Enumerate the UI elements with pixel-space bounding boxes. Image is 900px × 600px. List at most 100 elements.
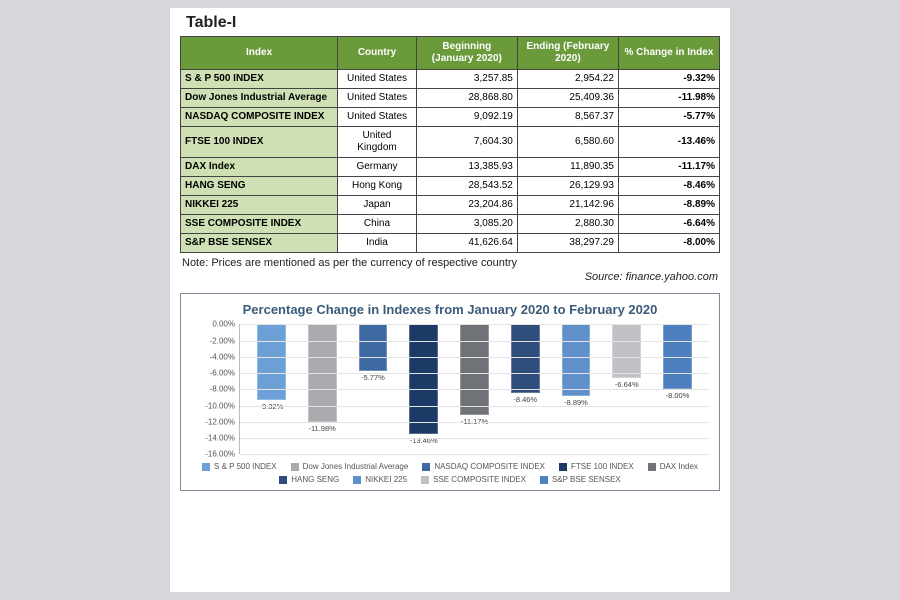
table-row: NIKKEI 225Japan23,204.8621,142.96-8.89%: [181, 196, 720, 215]
cell-end: 6,580.60: [517, 127, 618, 158]
table-source: Source: finance.yahoo.com: [182, 271, 718, 283]
cell-begin: 7,604.30: [416, 127, 517, 158]
cell-begin: 3,085.20: [416, 215, 517, 234]
legend-swatch: [648, 463, 656, 471]
cell-begin: 41,626.64: [416, 234, 517, 253]
gridline: [240, 341, 709, 342]
ytick-label: -8.00%: [210, 385, 235, 394]
table-title: Table-I: [186, 14, 720, 32]
cell-index: HANG SENG: [181, 177, 338, 196]
cell-begin: 13,385.93: [416, 158, 517, 177]
cell-end: 38,297.29: [517, 234, 618, 253]
legend-item: SSE COMPOSITE INDEX: [421, 475, 526, 484]
cell-index: NIKKEI 225: [181, 196, 338, 215]
legend-label: FTSE 100 INDEX: [571, 462, 634, 471]
table-row: Dow Jones Industrial AverageUnited State…: [181, 89, 720, 108]
index-table: Index Country Beginning (January 2020) E…: [180, 36, 720, 253]
cell-country: Germany: [338, 158, 417, 177]
bar: [359, 324, 388, 371]
bar: [460, 324, 489, 415]
gridline: [240, 406, 709, 407]
cell-pct: -8.46%: [618, 177, 719, 196]
cell-begin: 3,257.85: [416, 70, 517, 89]
cell-begin: 23,204.86: [416, 196, 517, 215]
cell-pct: -5.77%: [618, 108, 719, 127]
legend-label: NIKKEI 225: [365, 475, 407, 484]
cell-index: DAX Index: [181, 158, 338, 177]
cell-begin: 9,092.19: [416, 108, 517, 127]
legend-label: S & P 500 INDEX: [214, 462, 277, 471]
legend-item: HANG SENG: [279, 475, 339, 484]
chart-title: Percentage Change in Indexes from Januar…: [191, 302, 709, 318]
ytick-label: -16.00%: [205, 450, 235, 459]
bar-value-label: -13.46%: [410, 436, 438, 445]
chart-yaxis: 0.00%-2.00%-4.00%-6.00%-8.00%-10.00%-12.…: [191, 324, 239, 454]
cell-index: NASDAQ COMPOSITE INDEX: [181, 108, 338, 127]
legend-swatch: [202, 463, 210, 471]
th-index: Index: [181, 37, 338, 70]
cell-index: S&P BSE SENSEX: [181, 234, 338, 253]
legend-swatch: [559, 463, 567, 471]
sheet: Table-I Index Country Beginning (January…: [170, 8, 730, 592]
cell-country: India: [338, 234, 417, 253]
table-row: NASDAQ COMPOSITE INDEXUnited States9,092…: [181, 108, 720, 127]
legend-item: NASDAQ COMPOSITE INDEX: [422, 462, 545, 471]
gridline: [240, 438, 709, 439]
gridline: [240, 454, 709, 455]
legend-label: SSE COMPOSITE INDEX: [433, 475, 526, 484]
legend-swatch: [291, 463, 299, 471]
ytick-label: 0.00%: [212, 320, 235, 329]
gridline: [240, 324, 709, 325]
chart-container: Percentage Change in Indexes from Januar…: [180, 293, 720, 491]
legend-item: Dow Jones Industrial Average: [291, 462, 409, 471]
legend-item: S & P 500 INDEX: [202, 462, 277, 471]
gridline: [240, 389, 709, 390]
bar-value-label: -11.98%: [308, 424, 335, 433]
legend-swatch: [540, 476, 548, 484]
cell-index: FTSE 100 INDEX: [181, 127, 338, 158]
cell-end: 25,409.36: [517, 89, 618, 108]
ytick-label: -2.00%: [210, 336, 235, 345]
cell-index: SSE COMPOSITE INDEX: [181, 215, 338, 234]
cell-index: Dow Jones Industrial Average: [181, 89, 338, 108]
legend-label: DAX Index: [660, 462, 698, 471]
cell-begin: 28,543.52: [416, 177, 517, 196]
th-end: Ending (February 2020): [517, 37, 618, 70]
table-body: S & P 500 INDEXUnited States3,257.852,95…: [181, 70, 720, 253]
table-note: Note: Prices are mentioned as per the cu…: [182, 257, 718, 269]
legend-label: HANG SENG: [291, 475, 339, 484]
th-pct: % Change in Index: [618, 37, 719, 70]
legend-swatch: [353, 476, 361, 484]
legend-item: NIKKEI 225: [353, 475, 407, 484]
cell-end: 21,142.96: [517, 196, 618, 215]
cell-end: 2,954.22: [517, 70, 618, 89]
table-row: HANG SENGHong Kong28,543.5226,129.93-8.4…: [181, 177, 720, 196]
cell-pct: -8.89%: [618, 196, 719, 215]
gridline: [240, 357, 709, 358]
bar-value-label: -8.46%: [513, 395, 537, 404]
cell-pct: -8.00%: [618, 234, 719, 253]
cell-end: 11,890.35: [517, 158, 618, 177]
legend-label: S&P BSE SENSEX: [552, 475, 621, 484]
cell-end: 26,129.93: [517, 177, 618, 196]
bar-value-label: -5.77%: [361, 373, 385, 382]
cell-country: China: [338, 215, 417, 234]
table-row: S&P BSE SENSEXIndia41,626.6438,297.29-8.…: [181, 234, 720, 253]
legend-item: DAX Index: [648, 462, 698, 471]
bar: [562, 324, 591, 396]
table-row: SSE COMPOSITE INDEXChina3,085.202,880.30…: [181, 215, 720, 234]
ytick-label: -6.00%: [210, 369, 235, 378]
cell-pct: -11.17%: [618, 158, 719, 177]
ytick-label: -10.00%: [205, 401, 235, 410]
th-begin: Beginning (January 2020): [416, 37, 517, 70]
bar: [612, 324, 641, 378]
th-country: Country: [338, 37, 417, 70]
cell-pct: -9.32%: [618, 70, 719, 89]
cell-index: S & P 500 INDEX: [181, 70, 338, 89]
cell-country: Hong Kong: [338, 177, 417, 196]
ytick-label: -4.00%: [210, 352, 235, 361]
cell-pct: -6.64%: [618, 215, 719, 234]
gridline: [240, 422, 709, 423]
chart-plot: 0.00%-2.00%-4.00%-6.00%-8.00%-10.00%-12.…: [191, 324, 709, 454]
gridline: [240, 373, 709, 374]
